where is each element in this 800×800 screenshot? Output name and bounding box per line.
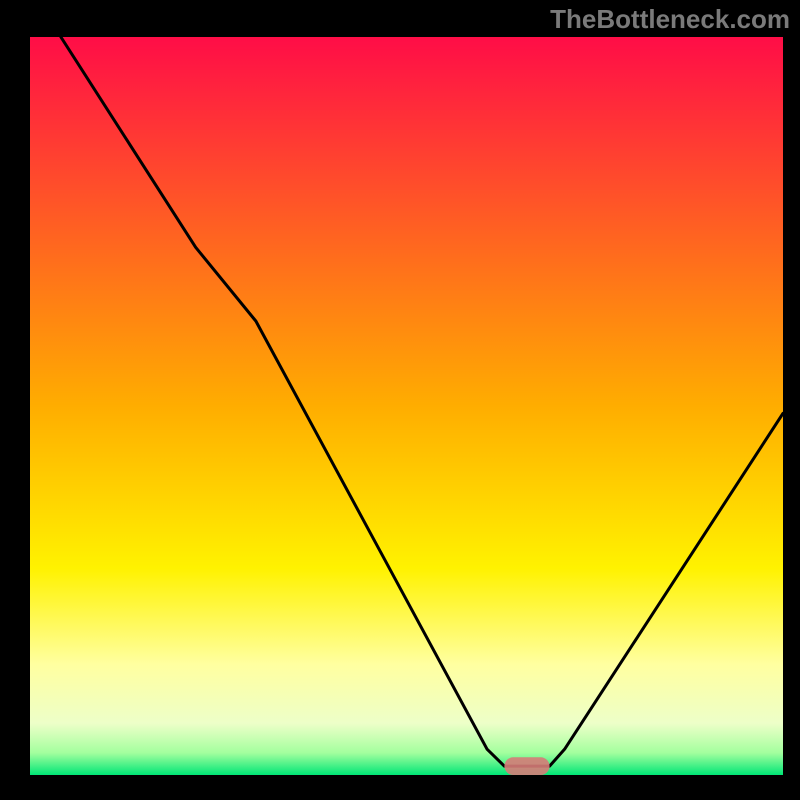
watermark-text: TheBottleneck.com [550,4,790,35]
optimal-marker [504,757,549,775]
bottleneck-chart [0,0,800,800]
chart-container: TheBottleneck.com [0,0,800,800]
plot-background-gradient [30,37,783,775]
